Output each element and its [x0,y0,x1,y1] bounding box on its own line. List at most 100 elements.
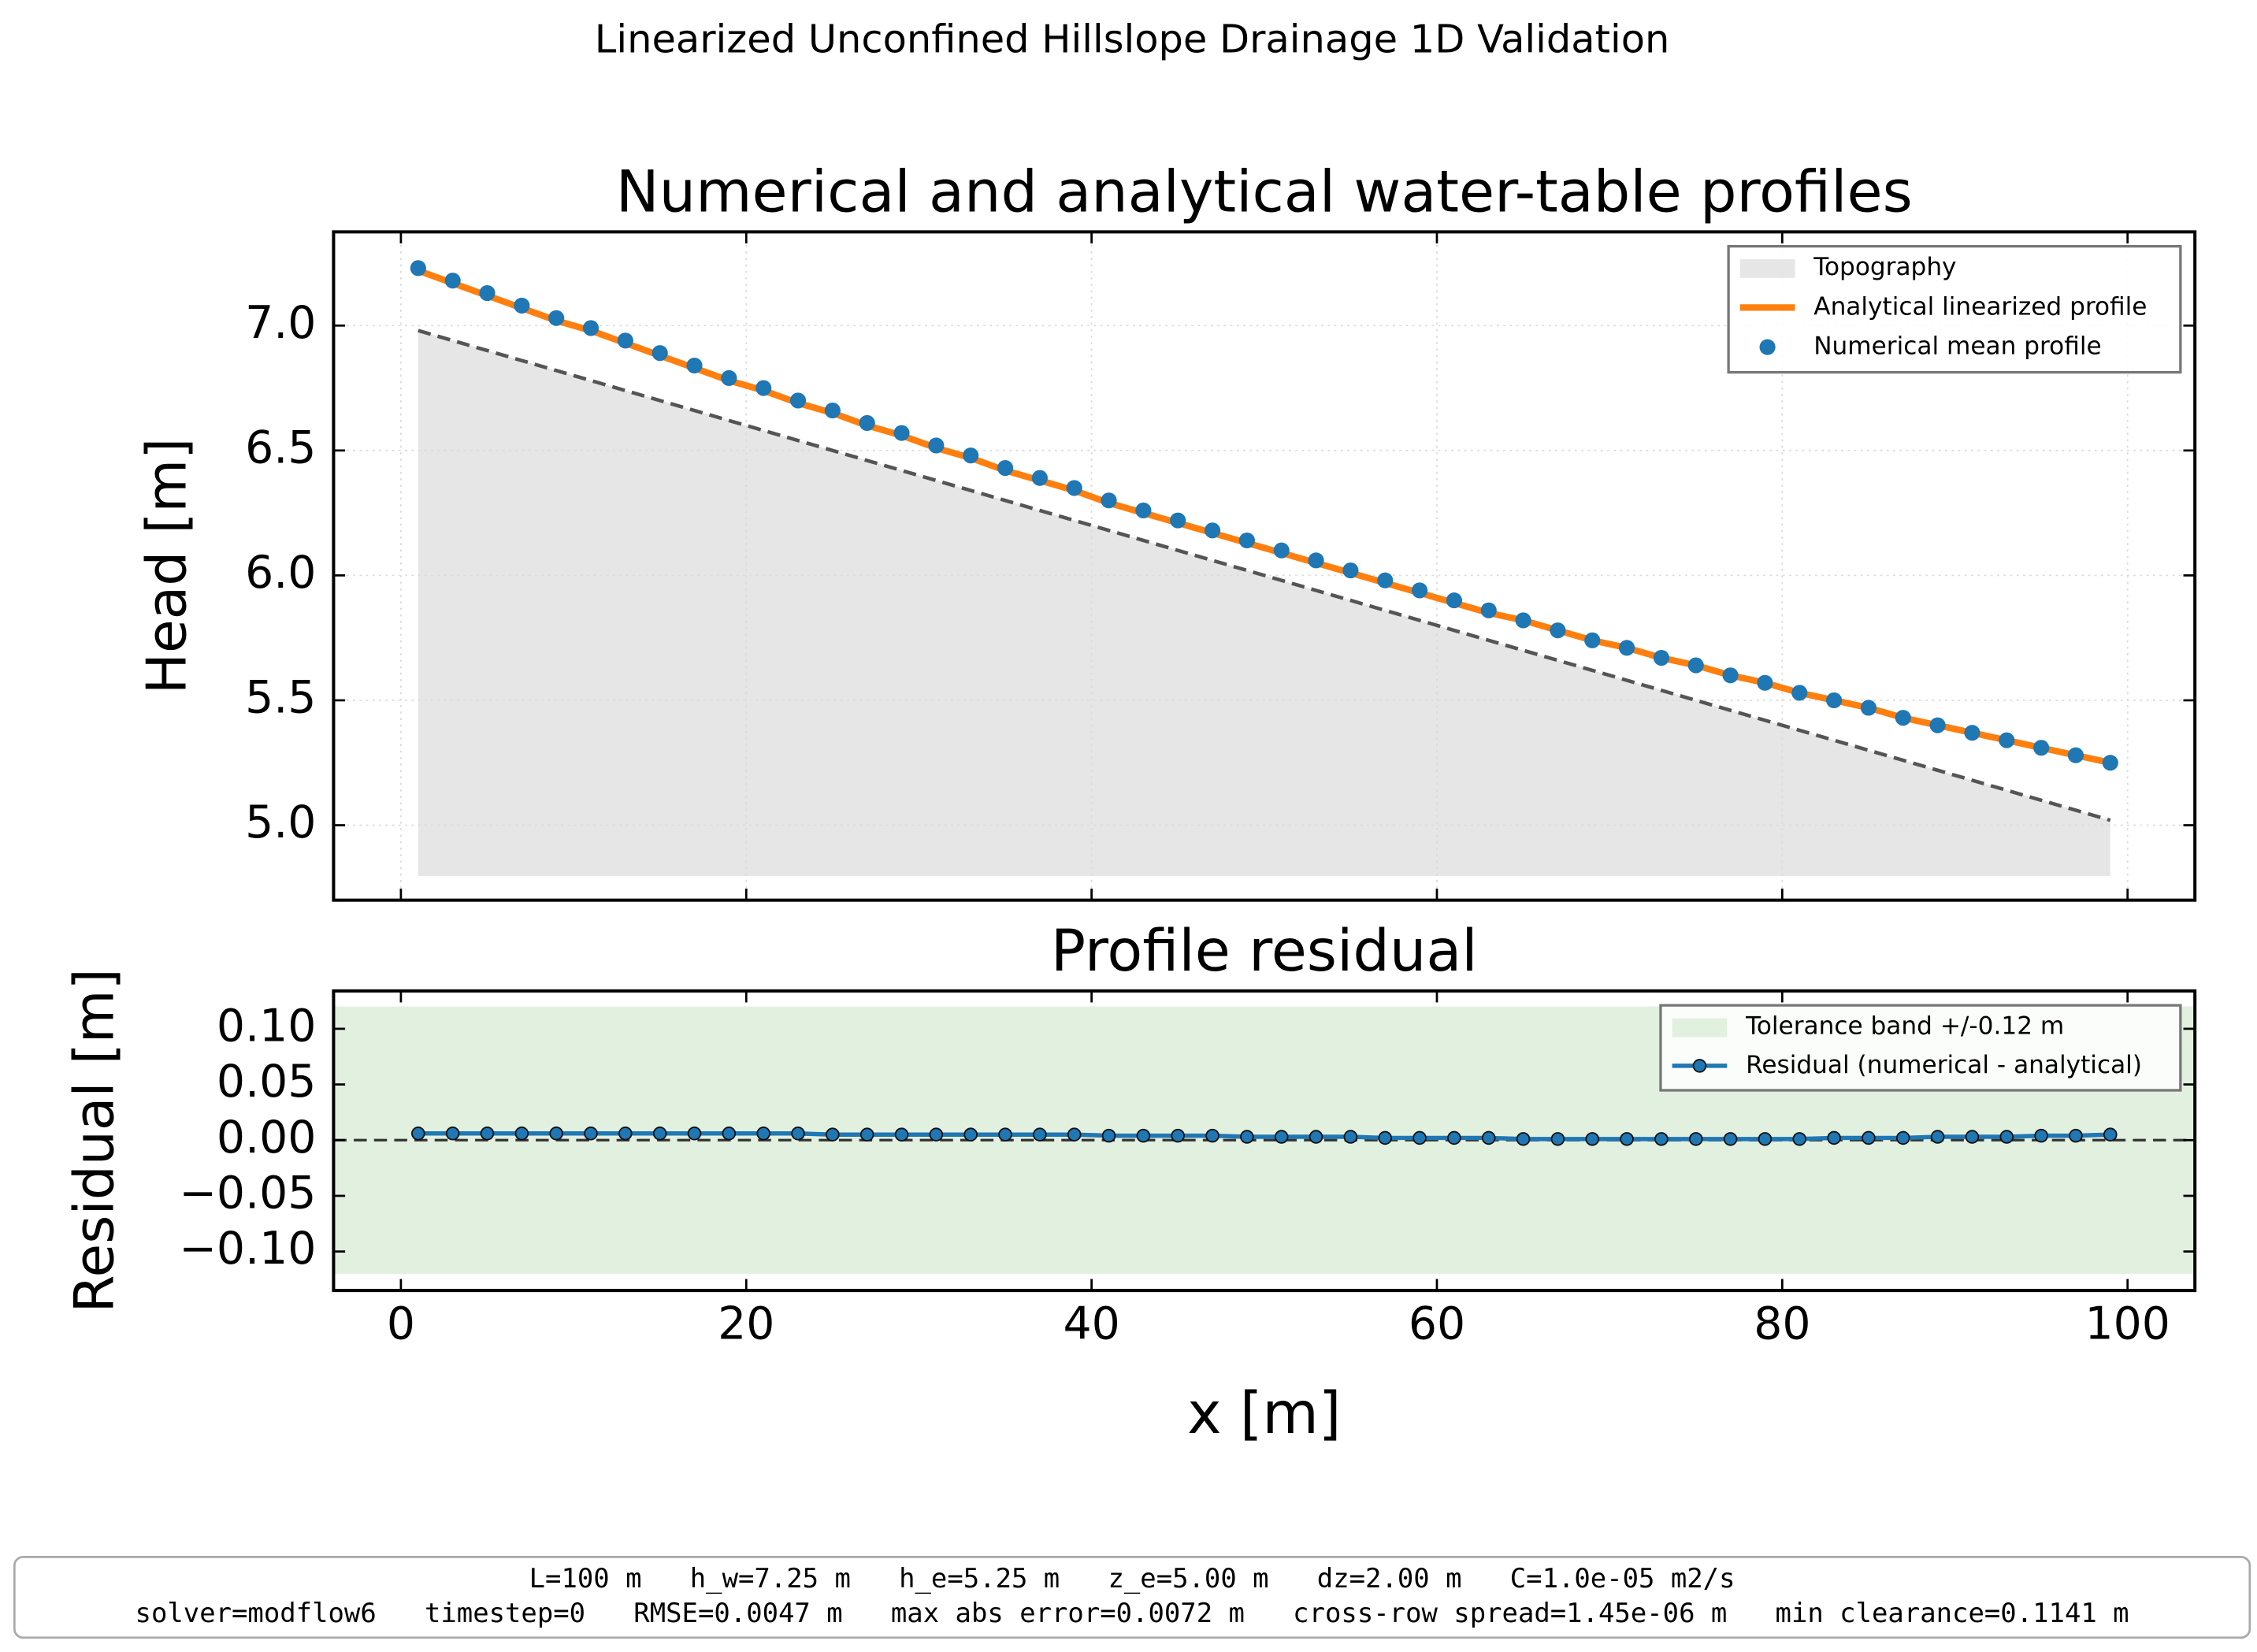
data-point [1171,1128,1186,1143]
data-point [1999,1130,2014,1144]
legend-swatch [1739,259,1795,278]
data-point [2069,1128,2083,1143]
data-point [1965,1130,1980,1144]
data-point [824,403,841,419]
data-point [1342,562,1359,579]
x-tick-label: 40 [1063,1297,1119,1349]
data-point [1101,492,1117,509]
axes-title: Profile residual [1051,918,1478,985]
data-point [1550,622,1566,639]
data-point [1862,1130,1876,1145]
legend-swatch [1759,339,1776,355]
data-point [2067,747,2084,763]
data-point [963,447,979,464]
data-point [859,1127,874,1142]
data-point [444,273,461,289]
data-point [1999,732,2015,748]
legend-box [1659,1004,2182,1092]
data-point [997,459,1014,477]
data-point [618,1127,633,1141]
legend: Topography Analytical linearized profile N… [1727,244,2182,374]
footer-line: solver=modflow6 timestep=0 RMSE=0.0047 m… [135,1598,2129,1628]
data-point [1826,692,1843,709]
data-point [584,1127,598,1141]
legend-label: Topography [1813,253,1956,281]
data-point [791,1127,805,1141]
y-tick-label: 5.0 [245,796,316,848]
legend: Tolerance band +/-0.12 m Residual (numeri… [1659,1004,2182,1092]
data-point [549,1127,563,1141]
y-tick-label: 6.0 [245,547,316,599]
data-point [1758,1132,1773,1146]
data-point [1516,1132,1531,1146]
data-point [1687,657,1704,674]
y-axis-label: Residual [m] [63,968,127,1312]
data-point [1240,1130,1254,1144]
topography-area [418,330,2110,875]
data-point [1618,640,1635,656]
data-point [686,357,703,374]
y-axis-label: Head [m] [135,438,199,695]
data-point [1170,512,1186,529]
data-point [1688,1132,1703,1146]
data-point [1585,1132,1600,1146]
data-point [1101,1128,1116,1143]
data-point [1654,1132,1669,1146]
data-point [755,380,772,396]
data-point [2034,1128,2048,1143]
data-point [1308,552,1324,569]
data-point [1136,1128,1151,1143]
data-point [721,369,737,386]
data-point [1481,1130,1496,1145]
data-point [2103,1127,2118,1142]
data-point [963,1127,978,1142]
axes-title: Numerical and analytical water-table pro… [616,159,1913,226]
data-point [1274,1130,1289,1144]
y-tick-label: 7.0 [245,297,316,349]
data-point [789,392,807,409]
data-point [1135,502,1152,518]
legend-label: Numerical mean profile [1813,332,2101,361]
plot-area [333,232,2196,900]
y-tick-label: −0.05 [179,1168,316,1220]
data-point [514,297,530,314]
legend-swatch [1692,1059,1707,1073]
data-point [1031,470,1048,486]
y-tick-label: −0.10 [179,1223,316,1275]
y-tick-label: 0.10 [217,1000,316,1052]
data-point [1550,1132,1565,1146]
data-point [1827,1130,1841,1145]
legend-label: Residual (numerical - analytical) [1746,1051,2142,1079]
data-point [1722,667,1739,684]
data-point [1653,649,1669,666]
data-point [652,1127,667,1141]
data-point [1343,1130,1358,1144]
x-tick-label: 100 [2084,1297,2170,1349]
data-point [1066,480,1082,496]
data-point [1412,1130,1427,1145]
x-axis-label: x [m] [1187,1380,1341,1447]
y-tick-label: 0.00 [217,1112,316,1164]
data-point [1792,1132,1807,1146]
footer-line: L=100 m h_w=7.25 m h_e=5.25 m z_e=5.00 m… [529,1563,1735,1594]
data-point [480,1127,495,1141]
data-point [617,332,633,349]
data-point [1757,674,1773,691]
y-tick-label: 6.5 [245,421,316,473]
data-point [1309,1130,1323,1144]
data-point [1377,572,1394,588]
data-point [1273,542,1290,559]
data-point [998,1127,1012,1142]
data-point [1895,710,1911,726]
data-point [1378,1130,1393,1145]
data-point [479,284,496,302]
data-point [894,1127,909,1142]
data-point [859,414,875,432]
data-point [826,1127,840,1142]
topography-line [418,329,2111,822]
data-point [1620,1132,1634,1146]
y-tick-label: 0.05 [217,1056,316,1108]
footer-box [13,1555,2251,1639]
